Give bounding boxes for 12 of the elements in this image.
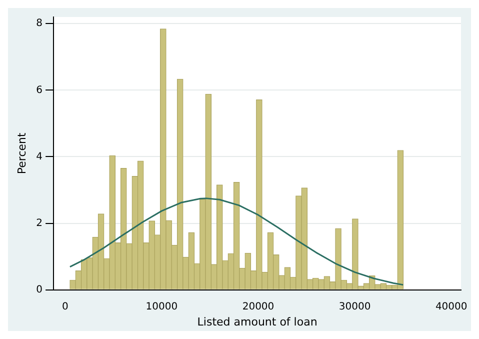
y-axis-title: Percent bbox=[15, 132, 28, 174]
x-tick-label: 30000 bbox=[338, 301, 371, 312]
y-tick-label: 8 bbox=[36, 18, 43, 30]
x-tick-label: 10000 bbox=[146, 301, 178, 312]
x-tick-label: 20000 bbox=[242, 301, 274, 312]
x-tick-label: 0 bbox=[62, 301, 68, 312]
y-tick-label: 2 bbox=[36, 218, 43, 229]
y-tick-label: 6 bbox=[36, 84, 43, 96]
x-axis-title: Listed amount of loan bbox=[197, 315, 318, 328]
y-tick-label: 0 bbox=[36, 284, 43, 296]
x-tick-label: 40000 bbox=[435, 301, 468, 312]
y-tick-label: 4 bbox=[36, 151, 43, 162]
